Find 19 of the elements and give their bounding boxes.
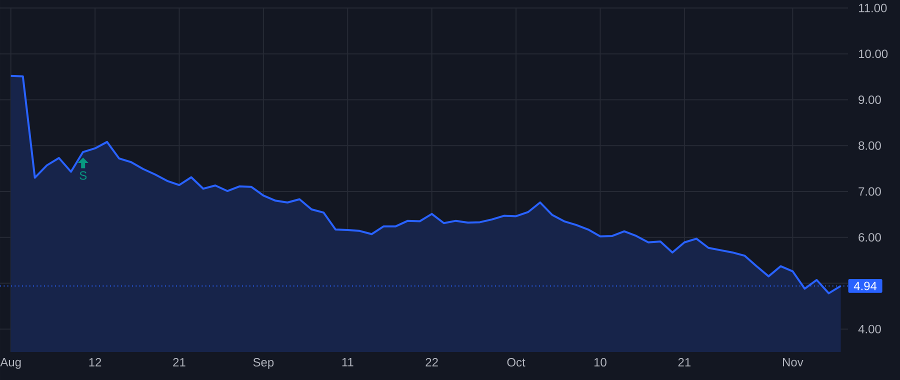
x-tick-label: 11 bbox=[342, 358, 354, 366]
annotation: S bbox=[80, 171, 87, 180]
ref-line-label: 4.94 bbox=[854, 282, 877, 290]
y-tick-label: 7.00 bbox=[858, 187, 881, 196]
x-tick-label: Oct bbox=[507, 358, 526, 367]
y-tick-label: 4.00 bbox=[858, 324, 881, 334]
y-tick-label: 8.00 bbox=[858, 141, 881, 150]
x-tick-label: Sep bbox=[253, 358, 274, 369]
y-tick-label: 10.00 bbox=[858, 50, 888, 58]
x-tick-label: 12 bbox=[89, 358, 102, 366]
y-tick-label: 6.00 bbox=[858, 233, 881, 242]
x-tick-label: Nov bbox=[782, 358, 804, 366]
y-tick-label: 9.00 bbox=[858, 95, 881, 104]
x-tick-label: 21 bbox=[173, 358, 186, 366]
x-tick-label: 21 bbox=[678, 358, 691, 366]
x-tick-label: Aug bbox=[0, 358, 21, 369]
x-tick-label: 22 bbox=[426, 358, 438, 366]
x-tick-label: 10 bbox=[594, 358, 606, 367]
y-tick-label: 11.00 bbox=[858, 4, 887, 12]
